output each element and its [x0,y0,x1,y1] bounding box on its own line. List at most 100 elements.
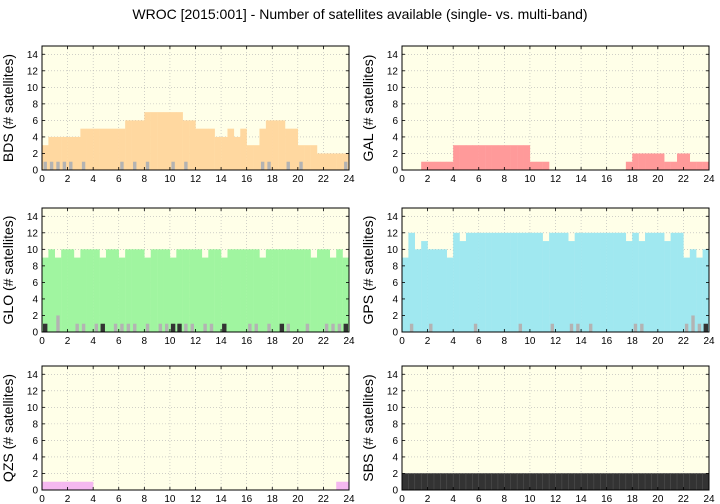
data-bar [536,161,543,170]
single-band-bar [94,323,99,332]
data-bar [606,232,614,332]
y-tick-label: 2 [392,469,398,480]
data-bar [574,232,582,332]
data-bar [600,232,607,332]
single-band-bar [331,323,335,332]
single-band-bar [43,161,47,170]
data-bar [259,128,267,170]
data-bar [695,473,704,491]
y-tick-label: 10 [27,403,39,414]
x-tick-label: 2 [425,336,431,347]
data-bar [291,128,299,170]
data-bar [497,145,505,170]
x-tick-label: 0 [399,494,405,504]
data-bar [459,241,467,332]
data-bar [240,128,247,170]
data-bar [246,249,254,332]
single-band-bar [518,323,523,332]
x-tick-label: 20 [652,494,664,504]
figure-title: WROC [2015:001] - Number of satellites a… [132,6,588,22]
x-tick-label: 16 [601,336,613,347]
data-bar [517,145,524,170]
data-bar [670,473,678,491]
x-tick-label: 22 [678,494,690,504]
data-bar [676,473,684,491]
data-bar [93,249,100,332]
data-bar [61,481,68,490]
x-tick-label: 24 [703,494,715,504]
data-bar [189,249,196,332]
data-bar [612,473,620,491]
x-tick-label: 2 [425,494,431,504]
y-tick-label: 2 [32,469,38,480]
y-tick-label: 0 [392,166,398,177]
x-tick-label: 14 [216,336,228,347]
y-tick-label: 0 [32,486,38,497]
data-bar [485,232,492,332]
data-bar [265,120,273,170]
x-tick-label: 22 [318,494,330,504]
data-bar [233,136,241,170]
data-bar [157,249,164,332]
x-tick-label: 2 [65,174,71,185]
data-bar [580,473,588,491]
single-band-bar [684,323,689,332]
single-band-bar [81,323,86,332]
single-band-bar [254,323,258,332]
x-tick-label: 24 [703,336,715,347]
data-bar [548,473,556,491]
data-bar [272,120,279,170]
x-tick-label: 24 [343,494,355,504]
data-bar [150,112,158,170]
single-band-bar [691,315,695,332]
single-band-bar [49,161,54,170]
data-bar [529,232,537,332]
data-bar [253,145,260,170]
single-band-bar [286,323,290,332]
x-tick-label: 4 [90,494,96,504]
x-tick-label: 4 [450,336,456,347]
single-band-bar [190,323,194,332]
data-bar [619,232,627,332]
data-bar [574,473,582,491]
x-tick-label: 10 [524,494,536,504]
data-bar [465,473,473,491]
data-bar [182,120,190,170]
data-bar [240,249,247,332]
dark-band-bar [222,323,227,332]
data-bar [465,232,473,332]
single-band-bar [133,323,137,332]
y-tick-label: 6 [32,436,38,447]
data-bar [485,145,492,170]
data-bar [61,136,68,170]
x-tick-label: 6 [476,494,482,504]
single-band-bar [305,323,310,332]
data-bar [523,473,531,491]
data-bar [433,249,441,332]
y-tick-label: 14 [387,370,399,381]
data-bar [86,128,94,170]
data-bar [663,473,672,491]
data-bar [478,145,486,170]
y-tick-label: 8 [32,99,38,110]
data-bar [504,145,511,170]
x-tick-label: 20 [292,494,304,504]
single-band-bar [184,161,188,170]
data-bar [323,153,331,170]
y-tick-label: 4 [392,452,398,463]
data-bar [702,249,710,332]
dark-band-bar [170,323,176,332]
data-bar [433,161,441,170]
single-band-bar [299,161,303,170]
data-bar [433,473,441,491]
y-tick-label: 10 [387,245,399,256]
data-bar [421,161,428,170]
data-bar [214,249,222,332]
x-tick-label: 4 [450,494,456,504]
data-bar [696,161,703,170]
x-tick-label: 6 [476,336,482,347]
y-tick-label: 6 [392,436,398,447]
data-bar [80,128,87,170]
x-tick-label: 8 [502,494,508,504]
x-tick-label: 0 [399,174,405,185]
